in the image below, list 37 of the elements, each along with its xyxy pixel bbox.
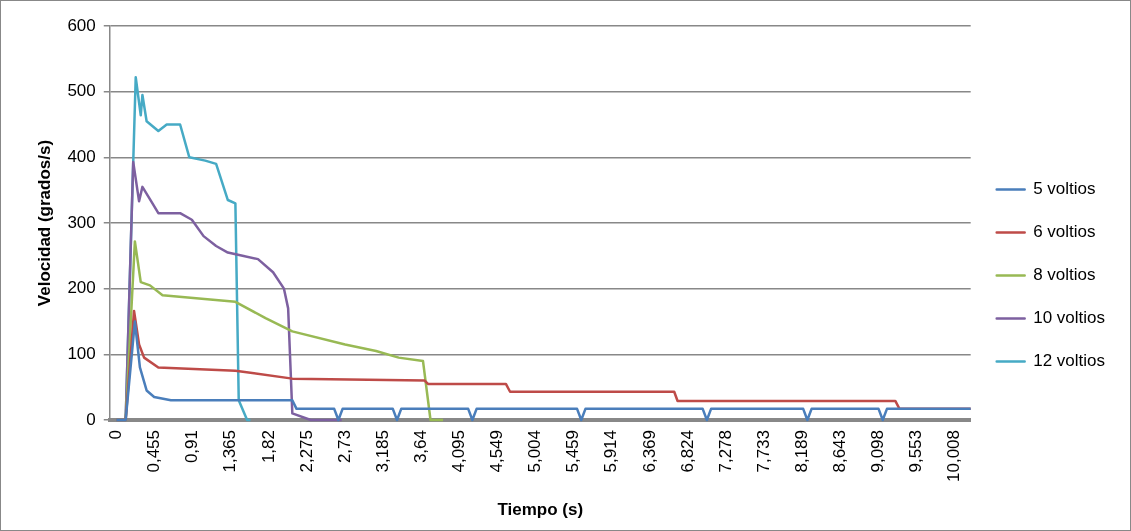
x-tick-label: 0,91	[182, 430, 202, 464]
x-tick-label: 3,64	[410, 430, 430, 464]
x-tick-label: 0,455	[144, 430, 164, 473]
x-tick-label: 7,733	[753, 430, 773, 473]
x-tick-label: 3,185	[372, 430, 392, 473]
x-tick-label: 0	[106, 430, 126, 440]
x-axis-title: Tiempo (s)	[497, 500, 584, 520]
x-tick-label: 5,004	[525, 430, 545, 473]
x-tick-label: 5,914	[601, 430, 621, 473]
x-tick-label: 6,369	[639, 430, 659, 473]
x-tick-label: 2,275	[296, 430, 316, 473]
x-tick-label: 1,365	[220, 430, 240, 473]
x-tick-label: 5,459	[563, 430, 583, 473]
y-tick-label: 500	[67, 81, 96, 101]
y-axis-title: Velocidad (grados/s)	[34, 139, 54, 307]
legend-label: 6 voltios	[1033, 222, 1096, 242]
y-tick-label: 200	[67, 278, 96, 298]
x-tick-label: 7,278	[715, 430, 735, 473]
x-tick-label: 2,73	[334, 430, 354, 464]
x-tick-label: 6,824	[677, 430, 697, 473]
x-tick-label: 4,549	[487, 430, 507, 473]
x-tick-label: 8,189	[791, 430, 811, 473]
x-tick-label: 8,643	[829, 430, 849, 473]
y-tick-label: 600	[67, 15, 96, 35]
y-tick-label: 300	[67, 212, 96, 232]
x-tick-label: 1,82	[258, 430, 278, 464]
y-tick-label: 100	[67, 344, 96, 364]
legend-label: 12 voltios	[1033, 351, 1106, 371]
x-tick-label: 9,098	[868, 430, 888, 473]
x-tick-label: 9,553	[906, 430, 926, 473]
y-tick-label: 0	[86, 409, 96, 429]
x-tick-label: 10,008	[944, 430, 964, 482]
legend-label: 10 voltios	[1033, 308, 1106, 328]
legend-label: 5 voltios	[1033, 179, 1096, 199]
y-tick-label: 400	[67, 147, 96, 167]
legend-label: 8 voltios	[1033, 265, 1096, 285]
x-tick-label: 4,095	[449, 430, 469, 473]
